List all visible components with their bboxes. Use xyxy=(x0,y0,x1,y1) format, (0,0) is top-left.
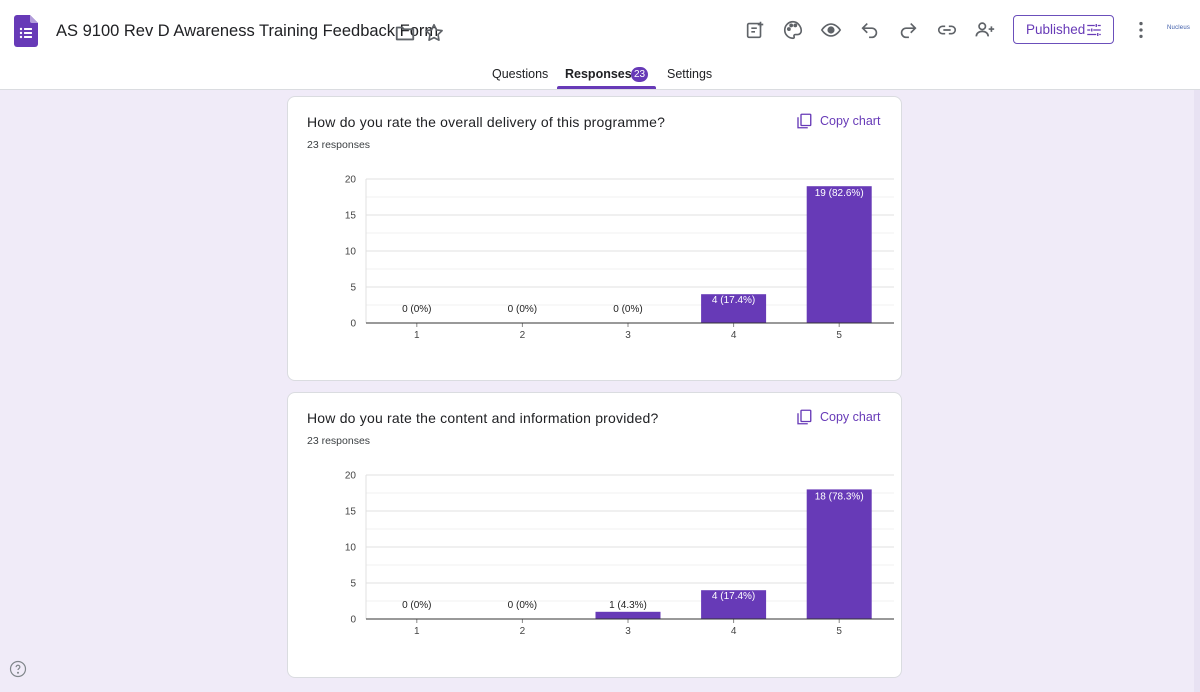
x-tick-label: 2 xyxy=(520,330,526,341)
data-label: 0 (0%) xyxy=(613,304,642,315)
scrollbar[interactable] xyxy=(1194,90,1200,692)
data-label: 0 (0%) xyxy=(402,304,431,315)
x-tick-label: 1 xyxy=(414,330,420,341)
copy-chart-label: Copy chart xyxy=(820,410,881,424)
y-tick-label: 5 xyxy=(350,283,356,294)
data-label: 4 (17.4%) xyxy=(712,591,755,602)
data-label: 1 (4.3%) xyxy=(609,600,647,611)
data-label: 0 (0%) xyxy=(508,600,537,611)
data-label: 4 (17.4%) xyxy=(712,295,755,306)
y-tick-label: 15 xyxy=(345,211,357,222)
copy-chart-button[interactable]: Copy chart xyxy=(795,408,880,426)
y-tick-label: 0 xyxy=(350,319,356,330)
preview-icon[interactable] xyxy=(818,17,844,43)
question-card: How do you rate the overall delivery of … xyxy=(287,96,902,381)
x-tick-label: 4 xyxy=(731,626,737,637)
bar xyxy=(806,186,872,323)
copy-icon xyxy=(797,409,812,425)
y-tick-label: 15 xyxy=(345,507,357,518)
undo-icon[interactable] xyxy=(857,17,883,43)
x-tick-label: 1 xyxy=(414,626,420,637)
y-tick-label: 5 xyxy=(350,579,356,590)
more-vert-icon[interactable] xyxy=(1128,17,1154,43)
question-title: How do you rate the overall delivery of … xyxy=(307,114,666,130)
response-count: 23 responses xyxy=(307,139,371,151)
y-tick-label: 0 xyxy=(350,615,356,626)
y-tick-label: 20 xyxy=(345,471,357,482)
question-title: How do you rate the content and informat… xyxy=(307,410,659,426)
redo-icon[interactable] xyxy=(895,17,921,43)
bar xyxy=(701,590,767,619)
data-label: 18 (78.3%) xyxy=(815,491,864,502)
x-tick-label: 2 xyxy=(520,626,526,637)
bar-chart: 0 5 10 15 20 1 0 (0%) 2 0 (0%) 3 1 (4.3%) 4 4 (17.4%… xyxy=(345,471,894,637)
y-tick-label: 10 xyxy=(345,543,357,554)
link-icon[interactable] xyxy=(934,17,960,43)
published-label: Published xyxy=(1026,22,1086,37)
copy-chart-label: Copy chart xyxy=(820,114,881,128)
x-tick-label: 5 xyxy=(836,330,842,341)
response-count: 23 responses xyxy=(307,435,371,447)
tab-settings[interactable]: Settings xyxy=(667,67,713,81)
tune-icon xyxy=(1087,24,1101,36)
question-card: How do you rate the content and informat… xyxy=(287,392,902,678)
tab-questions[interactable]: Questions xyxy=(492,67,549,81)
folder-icon[interactable] xyxy=(392,20,418,46)
bar xyxy=(701,294,767,323)
published-button[interactable]: Published xyxy=(1013,15,1114,44)
copy-icon xyxy=(797,113,812,129)
data-label: 0 (0%) xyxy=(508,304,537,315)
form-title[interactable]: AS 9100 Rev D Awareness Training Feedbac… xyxy=(56,22,439,40)
x-tick-label: 4 xyxy=(731,330,737,341)
account-logo[interactable]: Nucleus xyxy=(1167,25,1191,31)
data-label: 19 (82.6%) xyxy=(815,188,864,199)
tab-responses[interactable]: Responses xyxy=(565,67,632,81)
bar xyxy=(595,611,661,619)
y-tick-label: 20 xyxy=(345,175,357,186)
add-collaborator-icon[interactable] xyxy=(972,17,998,43)
app-header: AS 9100 Rev D Awareness Training Feedbac… xyxy=(0,0,1200,90)
star-icon[interactable] xyxy=(421,20,447,46)
y-tick-label: 10 xyxy=(345,247,357,258)
forms-logo-icon[interactable] xyxy=(14,15,38,47)
x-tick-label: 5 xyxy=(836,626,842,637)
copy-chart-button[interactable]: Copy chart xyxy=(795,112,880,130)
x-tick-label: 3 xyxy=(625,626,631,637)
help-icon[interactable] xyxy=(9,660,27,678)
bar-chart: 0 5 10 15 20 1 0 (0%) 2 0 (0%) 3 0 (0%) 4 4 (17.4%) 5… xyxy=(345,175,894,341)
x-tick-label: 3 xyxy=(625,330,631,341)
active-tab-indicator xyxy=(557,86,656,89)
responses-count-badge: 23 xyxy=(631,67,648,82)
palette-icon[interactable] xyxy=(780,17,806,43)
add-ons-icon[interactable] xyxy=(742,17,768,43)
tab-bar: Questions Responses Settings xyxy=(0,62,1200,90)
bar xyxy=(806,489,872,619)
data-label: 0 (0%) xyxy=(402,600,431,611)
